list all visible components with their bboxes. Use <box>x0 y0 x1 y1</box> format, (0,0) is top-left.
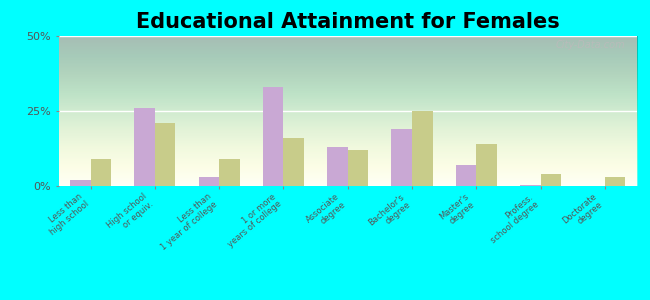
Bar <box>476 144 497 186</box>
Bar <box>391 129 412 186</box>
Bar <box>283 138 304 186</box>
Bar <box>412 111 433 186</box>
Bar <box>520 184 541 186</box>
Bar <box>263 87 283 186</box>
Title: Educational Attainment for Females: Educational Attainment for Females <box>136 12 560 32</box>
Bar <box>456 165 476 186</box>
Bar <box>199 177 219 186</box>
Bar <box>327 147 348 186</box>
Text: Master's
degree: Master's degree <box>437 192 476 229</box>
Bar <box>155 123 176 186</box>
Bar <box>605 177 625 186</box>
Text: Bachelor's
degree: Bachelor's degree <box>367 192 412 235</box>
Bar <box>219 159 240 186</box>
Bar <box>90 159 111 186</box>
Text: City-Data.com: City-Data.com <box>556 40 625 50</box>
Bar <box>135 108 155 186</box>
Bar <box>348 150 369 186</box>
Text: Associate
degree: Associate degree <box>305 192 348 232</box>
Text: Doctorate
degree: Doctorate degree <box>561 192 605 233</box>
Bar <box>541 174 561 186</box>
Text: Less than
1 year of college: Less than 1 year of college <box>153 192 219 252</box>
Text: Less than
high school: Less than high school <box>42 192 90 237</box>
Text: 1 or more
years of college: 1 or more years of college <box>220 192 283 249</box>
Bar <box>70 180 90 186</box>
Text: High school
or equiv.: High school or equiv. <box>105 192 155 238</box>
Text: Profess.
school degree: Profess. school degree <box>483 192 541 244</box>
